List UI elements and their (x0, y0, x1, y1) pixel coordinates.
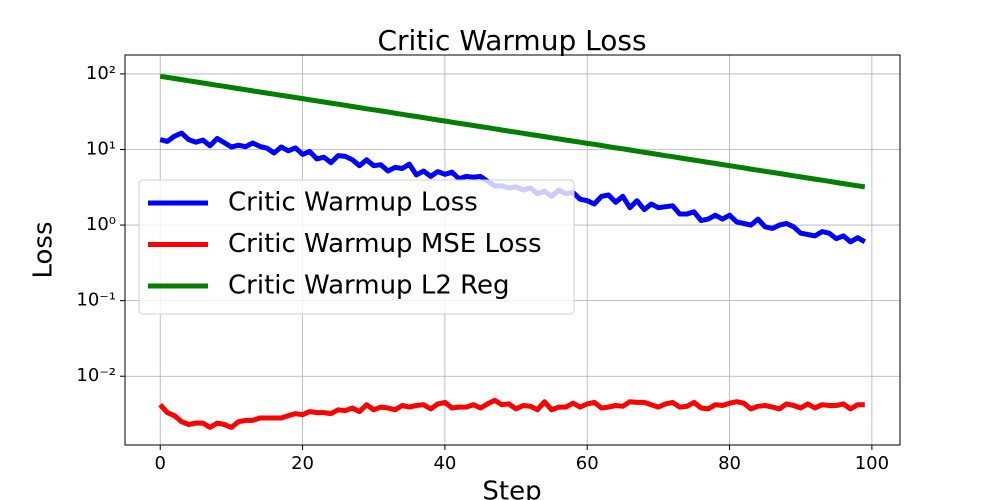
y-tick-label: 10² (86, 63, 116, 84)
data-line (158, 397, 865, 430)
legend-box (138, 179, 575, 315)
x-tick-label: 20 (291, 453, 314, 474)
y-tick-label: 10⁻¹ (76, 290, 116, 311)
chart-title: Critic Warmup Loss (377, 24, 646, 57)
legend-label: Critic Warmup L2 Reg (228, 271, 510, 301)
legend: Critic Warmup Loss Critic Warmup MSE Loss… (138, 179, 575, 315)
y-tick-label: 10¹ (86, 138, 116, 159)
x-tick-label: 40 (433, 453, 456, 474)
x-tick-label: 60 (576, 453, 599, 474)
x-tick-label: 0 (155, 453, 166, 474)
x-tick-label: 100 (855, 453, 889, 474)
data-line (159, 73, 866, 190)
y-axis-label: Loss (29, 221, 59, 278)
y-tick-label: 10⁻² (76, 365, 116, 386)
legend-label: Critic Warmup MSE Loss (228, 229, 542, 259)
plot-frame (124, 54, 901, 446)
legend-label: Critic Warmup Loss (228, 188, 478, 218)
y-tick-label: 10⁰ (86, 214, 116, 235)
x-axis-label: Step (482, 477, 541, 500)
x-tick-label: 80 (718, 453, 741, 474)
